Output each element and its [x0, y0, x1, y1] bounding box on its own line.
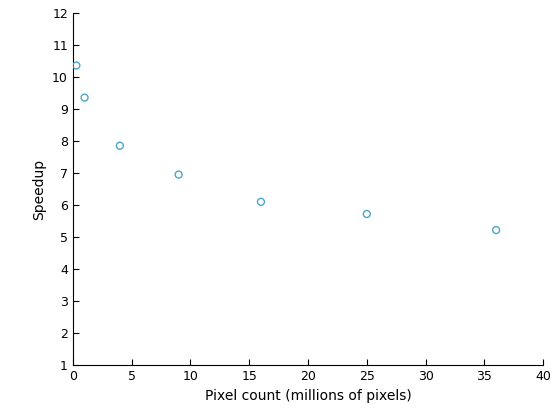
Point	[80, 94, 89, 101]
X-axis label: Pixel count (millions of pixels): Pixel count (millions of pixels)	[204, 389, 412, 403]
Point	[362, 211, 371, 218]
Point	[492, 227, 501, 234]
Y-axis label: Speedup: Speedup	[32, 158, 46, 220]
Point	[174, 171, 183, 178]
Point	[115, 142, 124, 149]
Point	[256, 199, 265, 205]
Point	[72, 62, 81, 69]
